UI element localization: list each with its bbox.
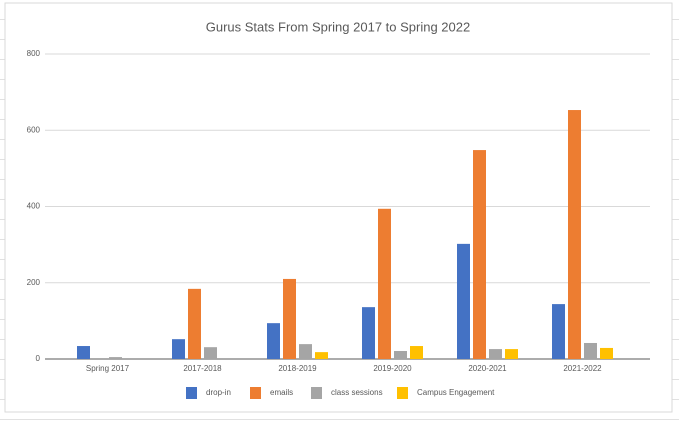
legend-swatch	[250, 387, 261, 399]
bar	[410, 346, 423, 359]
bar	[473, 150, 486, 359]
bar	[362, 307, 375, 359]
x-tick-label: 2017-2018	[183, 364, 222, 373]
legend-label: emails	[270, 388, 293, 397]
y-tick-label: 600	[27, 125, 41, 134]
bar	[299, 344, 312, 359]
bar	[394, 350, 407, 359]
y-tick-label: 800	[27, 49, 41, 58]
bar	[172, 339, 185, 359]
bar	[584, 342, 597, 359]
y-tick-label: 200	[27, 278, 41, 287]
bar	[109, 357, 122, 359]
x-tick-label: 2019-2020	[373, 364, 412, 373]
bar	[600, 347, 613, 359]
legend-label: class sessions	[331, 388, 383, 397]
x-tick-label: Spring 2017	[86, 364, 130, 373]
bar	[188, 288, 201, 359]
bar	[77, 346, 90, 359]
chart-title: Gurus Stats From Spring 2017 to Spring 2…	[206, 19, 470, 34]
legend-swatch	[311, 387, 322, 399]
bar	[283, 278, 296, 359]
bar	[568, 110, 581, 359]
bar	[552, 304, 565, 359]
legend-label: drop-in	[206, 388, 231, 397]
bar	[489, 349, 502, 359]
bar	[457, 243, 470, 359]
bar	[505, 349, 518, 359]
legend-swatch	[186, 387, 197, 399]
legend-label: Campus Engagement	[417, 388, 495, 397]
x-tick-label: 2018-2019	[278, 364, 317, 373]
legend-swatch	[397, 387, 408, 399]
bar	[204, 347, 217, 359]
x-tick-label: 2021-2022	[563, 364, 602, 373]
y-tick-label: 400	[27, 202, 41, 211]
y-tick-label: 0	[36, 354, 41, 363]
bar	[267, 323, 280, 359]
x-tick-label: 2020-2021	[468, 364, 507, 373]
bar	[378, 208, 391, 359]
bar	[315, 352, 328, 359]
